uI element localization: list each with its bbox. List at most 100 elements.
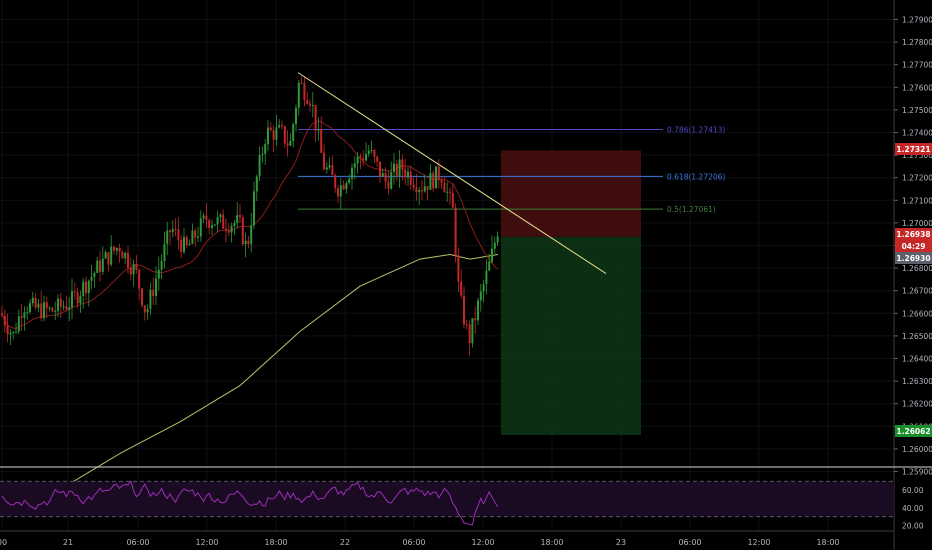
candle-body [107, 252, 110, 265]
candle-body [309, 103, 311, 106]
candle [491, 235, 493, 264]
candle-body [227, 230, 230, 233]
candle [31, 291, 34, 307]
candle [174, 218, 177, 237]
candle-body [194, 230, 197, 238]
candle-body [488, 261, 491, 271]
candle [34, 293, 37, 310]
candle-body [409, 171, 412, 185]
price-tick-label: 1.26700 [902, 287, 932, 296]
candle [152, 277, 155, 305]
time-tick-label: 22 [340, 538, 350, 547]
candle-body [426, 186, 429, 190]
candle-body [93, 272, 96, 277]
candle-body [437, 166, 440, 181]
candle-body [73, 291, 76, 293]
candle [435, 166, 437, 189]
candle [275, 114, 278, 146]
candle [300, 76, 303, 85]
candle [194, 228, 197, 247]
candle [415, 174, 418, 201]
candle [208, 217, 211, 235]
candle [297, 79, 300, 116]
candle [62, 300, 65, 311]
candle-body [465, 324, 468, 326]
candle [449, 187, 451, 205]
candle-body [6, 325, 9, 335]
candle-body [20, 316, 23, 318]
candle [73, 282, 76, 300]
candle-body [29, 303, 31, 313]
candle [96, 256, 99, 274]
candle-body [129, 267, 132, 275]
candle [90, 265, 93, 289]
stop-loss-zone[interactable] [501, 150, 641, 237]
candle [236, 202, 239, 229]
candle-body [57, 298, 59, 311]
candle [362, 150, 365, 167]
candle-body [23, 312, 26, 318]
candle-body [471, 318, 474, 344]
candle-body [328, 165, 331, 168]
candle [160, 254, 163, 280]
candle-body [376, 156, 379, 162]
candle [314, 104, 317, 142]
candle [261, 146, 264, 163]
candle-body [244, 240, 247, 245]
candle-body [208, 220, 211, 228]
candle-body [474, 318, 477, 321]
position-tool[interactable] [501, 150, 641, 435]
take-profit-zone[interactable] [501, 236, 641, 435]
time-tick-label: 12:00 [471, 538, 494, 547]
candle [230, 222, 233, 243]
candle [334, 173, 337, 193]
candle-body [152, 289, 155, 296]
candle-body [138, 269, 141, 289]
candle [146, 303, 149, 320]
candle-body [135, 263, 138, 270]
candle-body [379, 161, 381, 177]
candle [250, 212, 253, 253]
candle [93, 271, 96, 288]
candle-body [247, 240, 250, 245]
moving-average-fast [1, 120, 498, 330]
price-tag-label: 1.26062 [896, 427, 930, 436]
candle [258, 146, 261, 182]
candle [281, 120, 283, 130]
fibonacci-retracement[interactable]: 0.786(1.27413) 0.618(1.27206) 0.5(1.27061) [298, 126, 725, 215]
candle-body [3, 315, 6, 326]
candle-body [356, 156, 359, 164]
candle [71, 278, 73, 320]
candle [367, 145, 370, 157]
candle [138, 268, 141, 301]
candle-body [71, 291, 73, 308]
candle-body [407, 171, 409, 178]
candle-body [300, 82, 303, 84]
candle [323, 144, 325, 171]
candle [188, 239, 191, 246]
candle [43, 295, 45, 322]
candle [3, 309, 6, 333]
candle [247, 235, 250, 249]
candle [76, 287, 79, 309]
time-tick-label: 18:00 [816, 538, 839, 547]
rsi-tick-label: 20.00 [902, 522, 924, 531]
candle [225, 218, 227, 243]
candle-body [127, 252, 129, 268]
trendline[interactable] [297, 72, 607, 274]
candle-body [222, 214, 225, 229]
time-axis[interactable]: 00 21 06:00 12:00 18:00 22 06:00 12:00 18:00 23 06… [0, 538, 840, 547]
candle [454, 203, 457, 263]
candle [418, 186, 421, 206]
time-tick-label: 23 [616, 538, 626, 547]
candle [488, 253, 491, 272]
candle-body [325, 167, 328, 170]
candle [264, 138, 267, 165]
candle-body [141, 288, 143, 306]
candle-body [253, 191, 255, 226]
candle [222, 209, 225, 229]
candle-body [443, 182, 446, 193]
price-tick-label: 1.27600 [902, 83, 932, 92]
candle [40, 291, 43, 322]
